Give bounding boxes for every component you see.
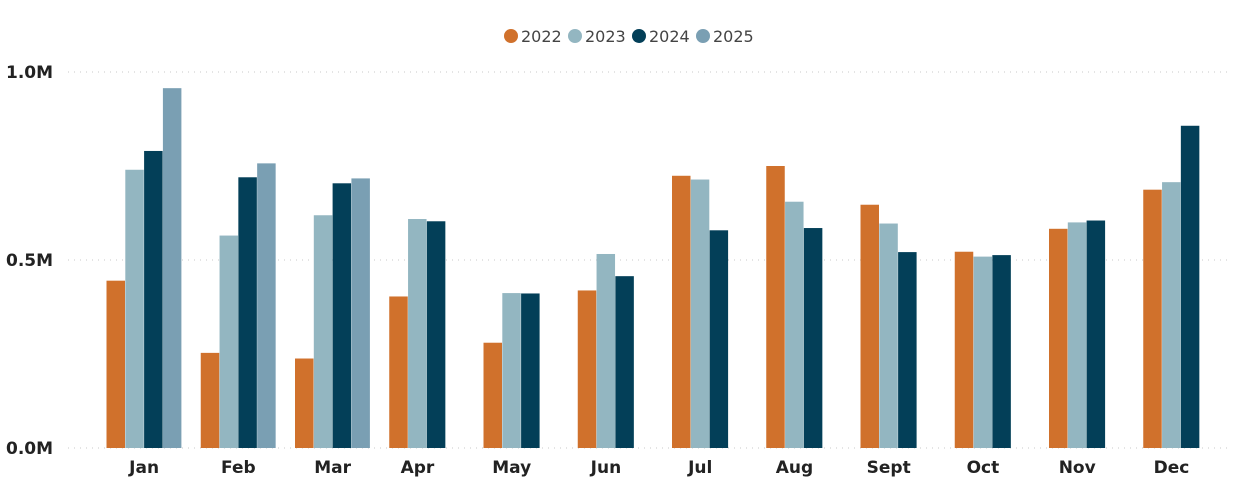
bar-sept-2024[interactable]	[898, 252, 917, 448]
bar-sept-2022[interactable]	[860, 204, 880, 448]
legend-item-2022[interactable]: 2022	[504, 27, 562, 46]
x-tick-label-oct: Oct	[967, 458, 1000, 478]
bar-jul-2022[interactable]	[672, 175, 691, 448]
x-tick-label-dec: Dec	[1154, 458, 1190, 478]
legend-item-2025[interactable]: 2025	[696, 27, 754, 46]
bar-jun-2023[interactable]	[596, 253, 616, 448]
bar-sept-2023[interactable]	[879, 223, 898, 448]
bar-dec-2024[interactable]	[1180, 125, 1200, 448]
legend-marker-2022	[504, 29, 518, 43]
bar-oct-2022[interactable]	[954, 251, 974, 448]
x-tick-label-jan: Jan	[128, 458, 159, 478]
legend-label-2024: 2024	[649, 27, 690, 46]
y-axis: 0.0M 0.5M 1.0M	[6, 63, 53, 459]
x-tick-label-jun: Jun	[590, 458, 622, 478]
bar-aug-2024[interactable]	[803, 228, 823, 448]
bar-mar-2022[interactable]	[295, 358, 314, 448]
bar-feb-2025[interactable]	[257, 163, 276, 449]
bar-apr-2024[interactable]	[426, 221, 446, 448]
bar-feb-2024[interactable]	[238, 177, 257, 448]
bar-apr-2023[interactable]	[408, 219, 427, 448]
bar-oct-2023[interactable]	[973, 256, 993, 448]
bar-jul-2024[interactable]	[709, 230, 729, 448]
bar-jun-2022[interactable]	[577, 290, 597, 448]
x-tick-label-nov: Nov	[1059, 458, 1096, 478]
bar-jul-2023[interactable]	[690, 179, 710, 448]
bar-may-2022[interactable]	[483, 342, 503, 448]
bar-oct-2024[interactable]	[992, 255, 1011, 448]
bar-jan-2025[interactable]	[162, 88, 182, 448]
legend-label-2022: 2022	[521, 27, 562, 46]
bar-jan-2023[interactable]	[125, 169, 144, 448]
bar-feb-2022[interactable]	[200, 352, 220, 448]
bar-dec-2023[interactable]	[1162, 182, 1181, 448]
bar-nov-2022[interactable]	[1049, 228, 1068, 448]
legend-marker-2023	[568, 29, 582, 43]
bar-dec-2022[interactable]	[1143, 189, 1162, 449]
legend: 2022 2023 2024 2025	[504, 27, 754, 46]
bar-nov-2023[interactable]	[1067, 222, 1087, 448]
x-axis: Jan Feb Mar Apr May Jun Jul Aug Sept Oct Nov Dec	[128, 458, 1189, 478]
x-tick-label-sept: Sept	[867, 458, 911, 478]
bar-mar-2023[interactable]	[313, 215, 333, 448]
y-tick-label: 0.5M	[6, 251, 53, 271]
x-tick-label-jul: Jul	[687, 458, 712, 478]
bar-aug-2022[interactable]	[766, 166, 785, 448]
bar-mar-2025[interactable]	[351, 178, 370, 448]
legend-item-2023[interactable]: 2023	[568, 27, 626, 46]
bar-aug-2023[interactable]	[785, 201, 804, 448]
bar-may-2023[interactable]	[502, 293, 521, 448]
bars	[106, 88, 1200, 449]
bar-jan-2024[interactable]	[144, 150, 163, 448]
legend-label-2025: 2025	[713, 27, 754, 46]
legend-marker-2025	[696, 29, 710, 43]
bar-mar-2024[interactable]	[332, 183, 352, 448]
legend-item-2024[interactable]: 2024	[632, 27, 690, 46]
gridlines	[68, 71, 1232, 449]
x-tick-label-apr: Apr	[401, 458, 435, 478]
x-tick-label-aug: Aug	[776, 458, 813, 478]
x-tick-label-may: May	[492, 458, 531, 478]
bar-apr-2022[interactable]	[389, 296, 408, 448]
y-tick-label: 1.0M	[6, 63, 53, 83]
legend-marker-2024	[632, 29, 646, 43]
legend-label-2023: 2023	[585, 27, 626, 46]
bar-feb-2023[interactable]	[219, 235, 239, 448]
bar-may-2024[interactable]	[521, 293, 540, 448]
bar-jan-2022[interactable]	[106, 280, 126, 448]
x-tick-label-mar: Mar	[314, 458, 351, 478]
y-tick-label: 0.0M	[6, 439, 53, 459]
x-tick-label-feb: Feb	[221, 458, 256, 478]
bar-nov-2024[interactable]	[1086, 220, 1106, 448]
bar-jun-2024[interactable]	[615, 276, 634, 448]
